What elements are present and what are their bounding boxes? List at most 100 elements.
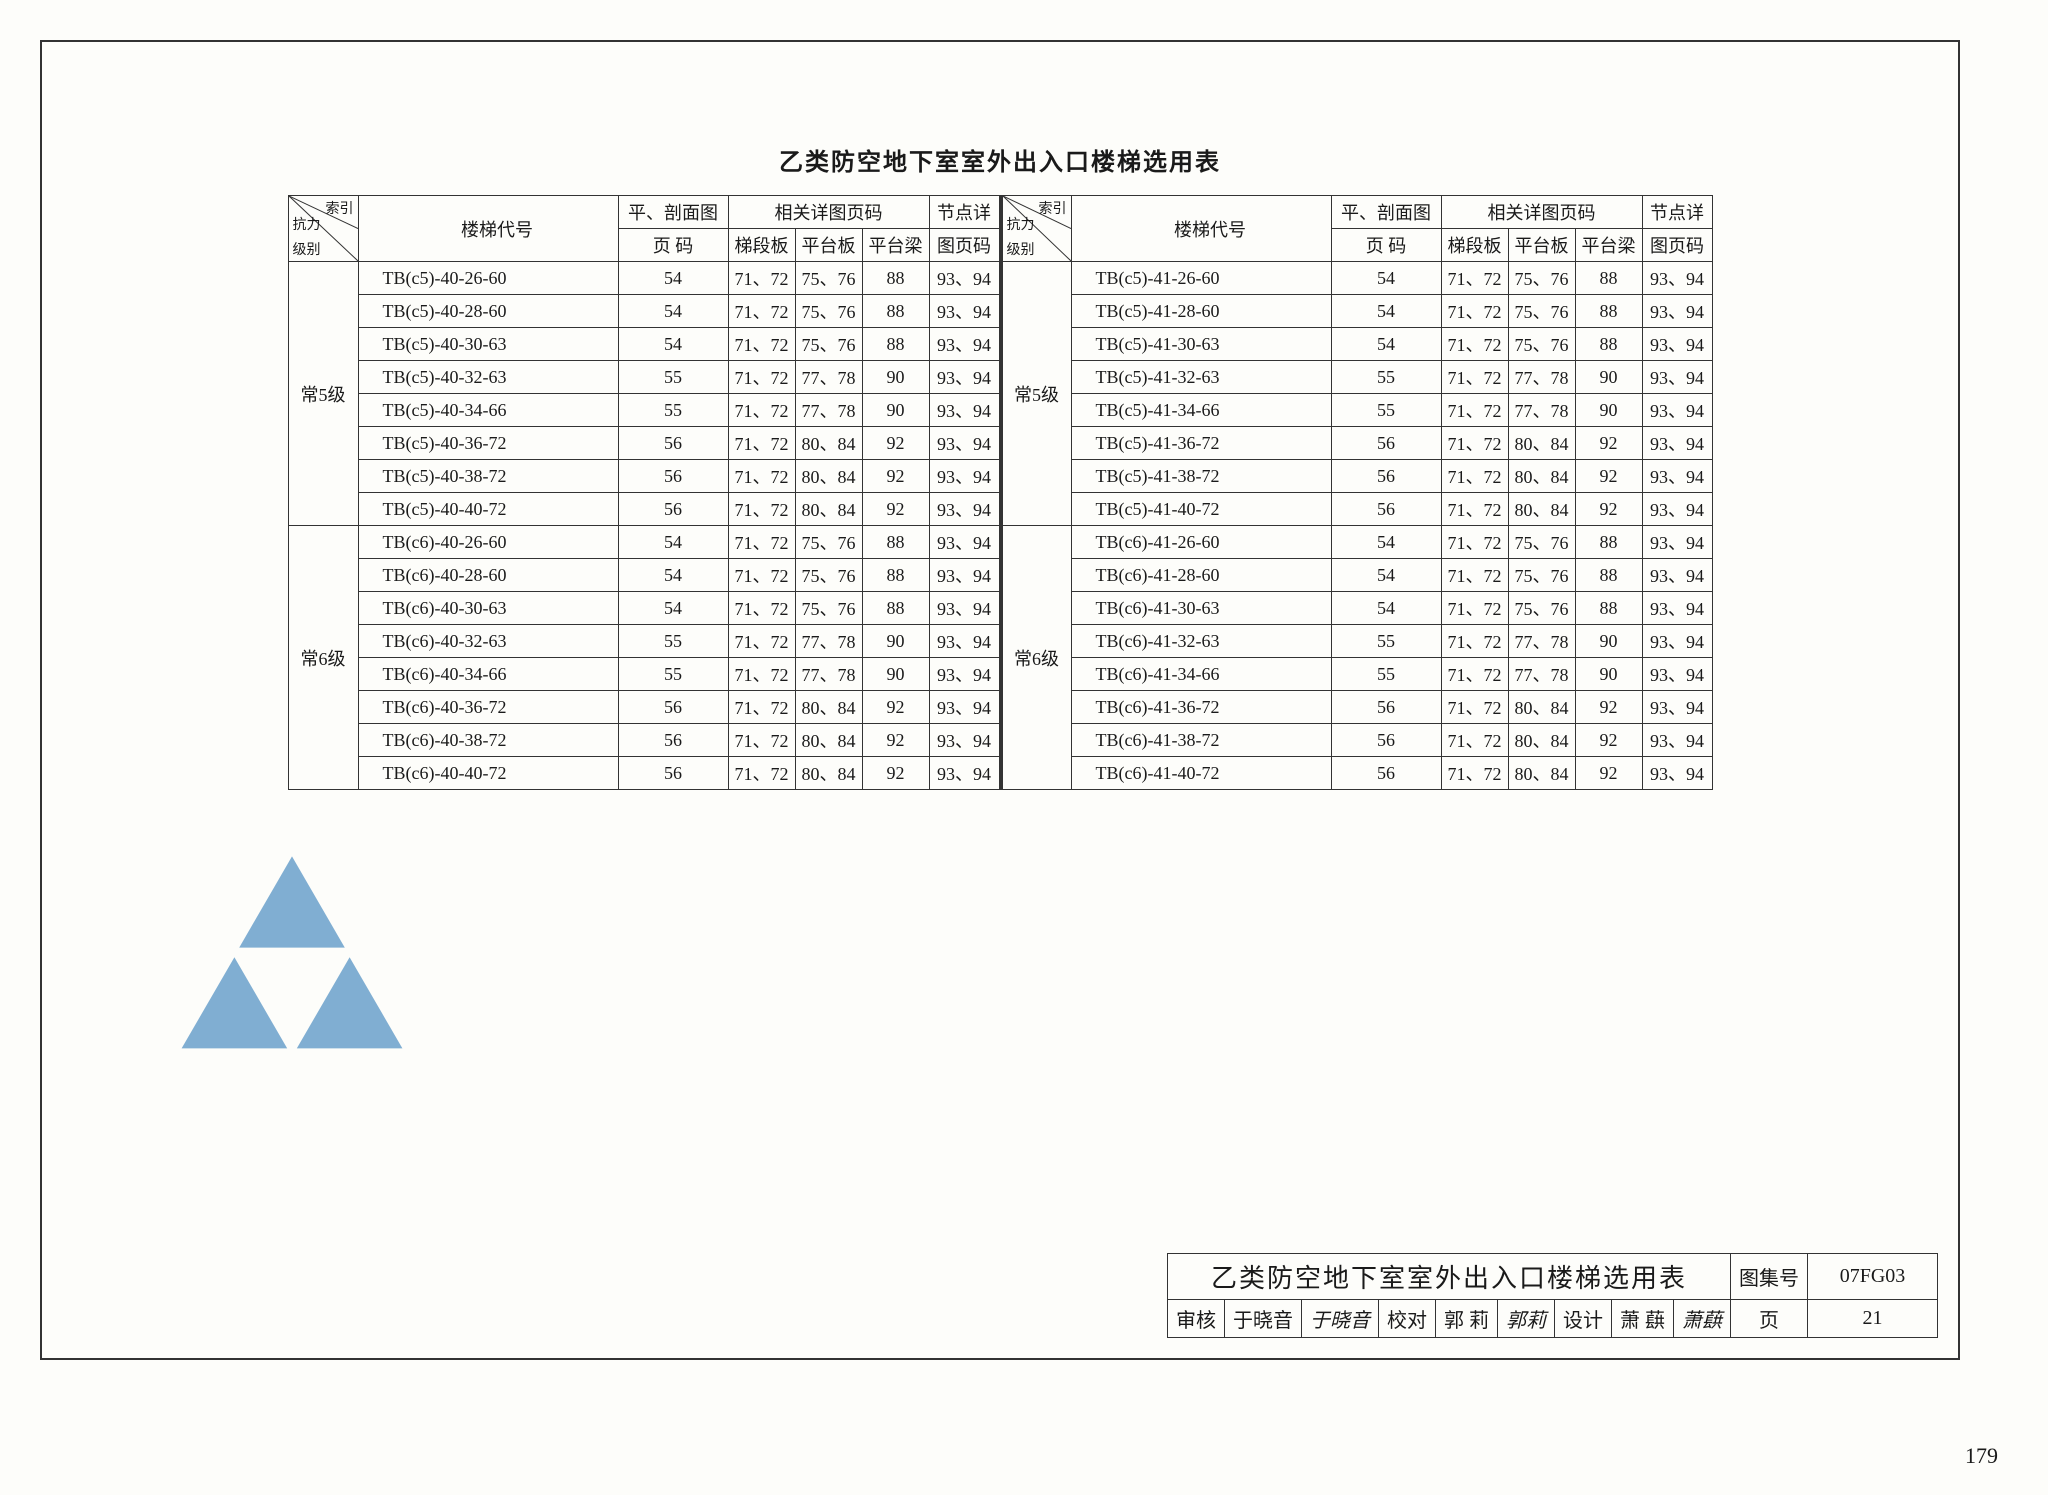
detail-1: 71、72	[1441, 691, 1508, 724]
stair-code: TB(c6)-41-26-60	[1071, 526, 1331, 559]
plan-page: 54	[1331, 559, 1441, 592]
selection-table-right: 索引抗力级别 楼梯代号 平、剖面图 相关详图页码 节点详 页 码 梯段板 平台板…	[1000, 195, 1713, 790]
stair-code: TB(c5)-41-30-63	[1071, 328, 1331, 361]
detail-3: 92	[1575, 427, 1642, 460]
table-row: TB(c6)-41-30-635471、7275、768893、94	[1001, 592, 1712, 625]
detail-1: 71、72	[1441, 757, 1508, 790]
detail-2: 75、76	[1508, 262, 1575, 295]
detail-3: 88	[1575, 592, 1642, 625]
detail-2: 75、76	[795, 592, 862, 625]
node-page: 93、94	[929, 493, 999, 526]
plan-page: 56	[1331, 427, 1441, 460]
stair-code: TB(c5)-41-32-63	[1071, 361, 1331, 394]
detail-3: 88	[1575, 559, 1642, 592]
node-page: 93、94	[1642, 559, 1712, 592]
detail-2: 75、76	[795, 526, 862, 559]
stair-code: TB(c5)-40-34-66	[358, 394, 618, 427]
stair-code: TB(c6)-40-30-63	[358, 592, 618, 625]
node-page: 93、94	[1642, 625, 1712, 658]
detail-3: 90	[862, 394, 929, 427]
watermark-icon	[162, 842, 422, 1082]
detail-3: 88	[1575, 262, 1642, 295]
node-page: 93、94	[1642, 757, 1712, 790]
detail-1: 71、72	[728, 460, 795, 493]
stair-code: TB(c6)-40-34-66	[358, 658, 618, 691]
detail-3: 92	[862, 691, 929, 724]
detail-3: 92	[1575, 691, 1642, 724]
detail-1: 71、72	[1441, 625, 1508, 658]
table-row: TB(c6)-40-32-635571、7277、789093、94	[288, 625, 999, 658]
node-page: 93、94	[929, 625, 999, 658]
table-row: TB(c6)-40-38-725671、7280、849293、94	[288, 724, 999, 757]
design-label: 设计	[1555, 1300, 1612, 1338]
detail-3: 90	[862, 361, 929, 394]
review-label: 审核	[1168, 1300, 1225, 1338]
detail-3: 92	[1575, 724, 1642, 757]
table-row: TB(c5)-40-30-635471、7275、768893、94	[288, 328, 999, 361]
stair-code: TB(c5)-40-38-72	[358, 460, 618, 493]
node-page: 93、94	[929, 724, 999, 757]
stair-code: TB(c5)-40-32-63	[358, 361, 618, 394]
detail-3: 88	[862, 328, 929, 361]
detail-1: 71、72	[1441, 427, 1508, 460]
detail-3: 92	[1575, 493, 1642, 526]
detail-1: 71、72	[1441, 526, 1508, 559]
table-row: 常5级TB(c5)-41-26-605471、7275、768893、94	[1001, 262, 1712, 295]
detail-1: 71、72	[1441, 559, 1508, 592]
table-row: TB(c5)-41-38-725671、7280、849293、94	[1001, 460, 1712, 493]
node-page: 93、94	[1642, 592, 1712, 625]
plan-page: 56	[618, 493, 728, 526]
node-page: 93、94	[929, 262, 999, 295]
tables-container: 索引抗力级别 楼梯代号 平、剖面图 相关详图页码 节点详 页 码 梯段板 平台板…	[62, 195, 1938, 790]
detail-3: 88	[1575, 328, 1642, 361]
plan-page: 56	[618, 724, 728, 757]
detail-3: 88	[862, 559, 929, 592]
stair-code: TB(c5)-40-36-72	[358, 427, 618, 460]
stair-code: TB(c6)-40-36-72	[358, 691, 618, 724]
node-page: 93、94	[1642, 724, 1712, 757]
stair-code: TB(c6)-41-32-63	[1071, 625, 1331, 658]
tuji-label: 图集号	[1731, 1254, 1808, 1300]
node-page: 93、94	[1642, 460, 1712, 493]
table-row: TB(c5)-40-34-665571、7277、789093、94	[288, 394, 999, 427]
detail-1: 71、72	[1441, 328, 1508, 361]
stair-code: TB(c5)-41-26-60	[1071, 262, 1331, 295]
detail-3: 88	[1575, 526, 1642, 559]
plan-page: 55	[618, 361, 728, 394]
table-row: TB(c5)-40-38-725671、7280、849293、94	[288, 460, 999, 493]
stair-code: TB(c6)-40-32-63	[358, 625, 618, 658]
node-page: 93、94	[929, 295, 999, 328]
table-row: TB(c5)-40-36-725671、7280、849293、94	[288, 427, 999, 460]
detail-2: 77、78	[795, 361, 862, 394]
stair-code: TB(c6)-41-36-72	[1071, 691, 1331, 724]
table-row: TB(c6)-41-34-665571、7277、789093、94	[1001, 658, 1712, 691]
detail-3: 92	[862, 493, 929, 526]
stair-code: TB(c5)-41-38-72	[1071, 460, 1331, 493]
detail-2: 80、84	[1508, 493, 1575, 526]
stair-code: TB(c5)-41-28-60	[1071, 295, 1331, 328]
detail-2: 75、76	[795, 328, 862, 361]
plan-page: 55	[1331, 361, 1441, 394]
table-row: TB(c6)-41-36-725671、7280、849293、94	[1001, 691, 1712, 724]
design-name: 萧 蕻	[1612, 1300, 1674, 1338]
plan-page: 54	[1331, 295, 1441, 328]
detail-2: 80、84	[1508, 460, 1575, 493]
table-row: TB(c6)-40-30-635471、7275、768893、94	[288, 592, 999, 625]
detail-2: 80、84	[1508, 757, 1575, 790]
detail-3: 88	[862, 592, 929, 625]
group-label: 常5级	[1001, 262, 1071, 526]
group-label: 常5级	[288, 262, 358, 526]
detail-3: 90	[862, 658, 929, 691]
detail-3: 88	[1575, 295, 1642, 328]
node-page: 93、94	[1642, 493, 1712, 526]
detail-1: 71、72	[728, 625, 795, 658]
node-page: 93、94	[929, 691, 999, 724]
stair-code: TB(c5)-41-36-72	[1071, 427, 1331, 460]
detail-3: 90	[1575, 361, 1642, 394]
table-row: TB(c6)-41-32-635571、7277、789093、94	[1001, 625, 1712, 658]
table-row: TB(c5)-41-34-665571、7277、789093、94	[1001, 394, 1712, 427]
plan-page: 54	[1331, 262, 1441, 295]
table-row: TB(c6)-40-36-725671、7280、849293、94	[288, 691, 999, 724]
detail-3: 90	[1575, 394, 1642, 427]
detail-2: 80、84	[1508, 427, 1575, 460]
